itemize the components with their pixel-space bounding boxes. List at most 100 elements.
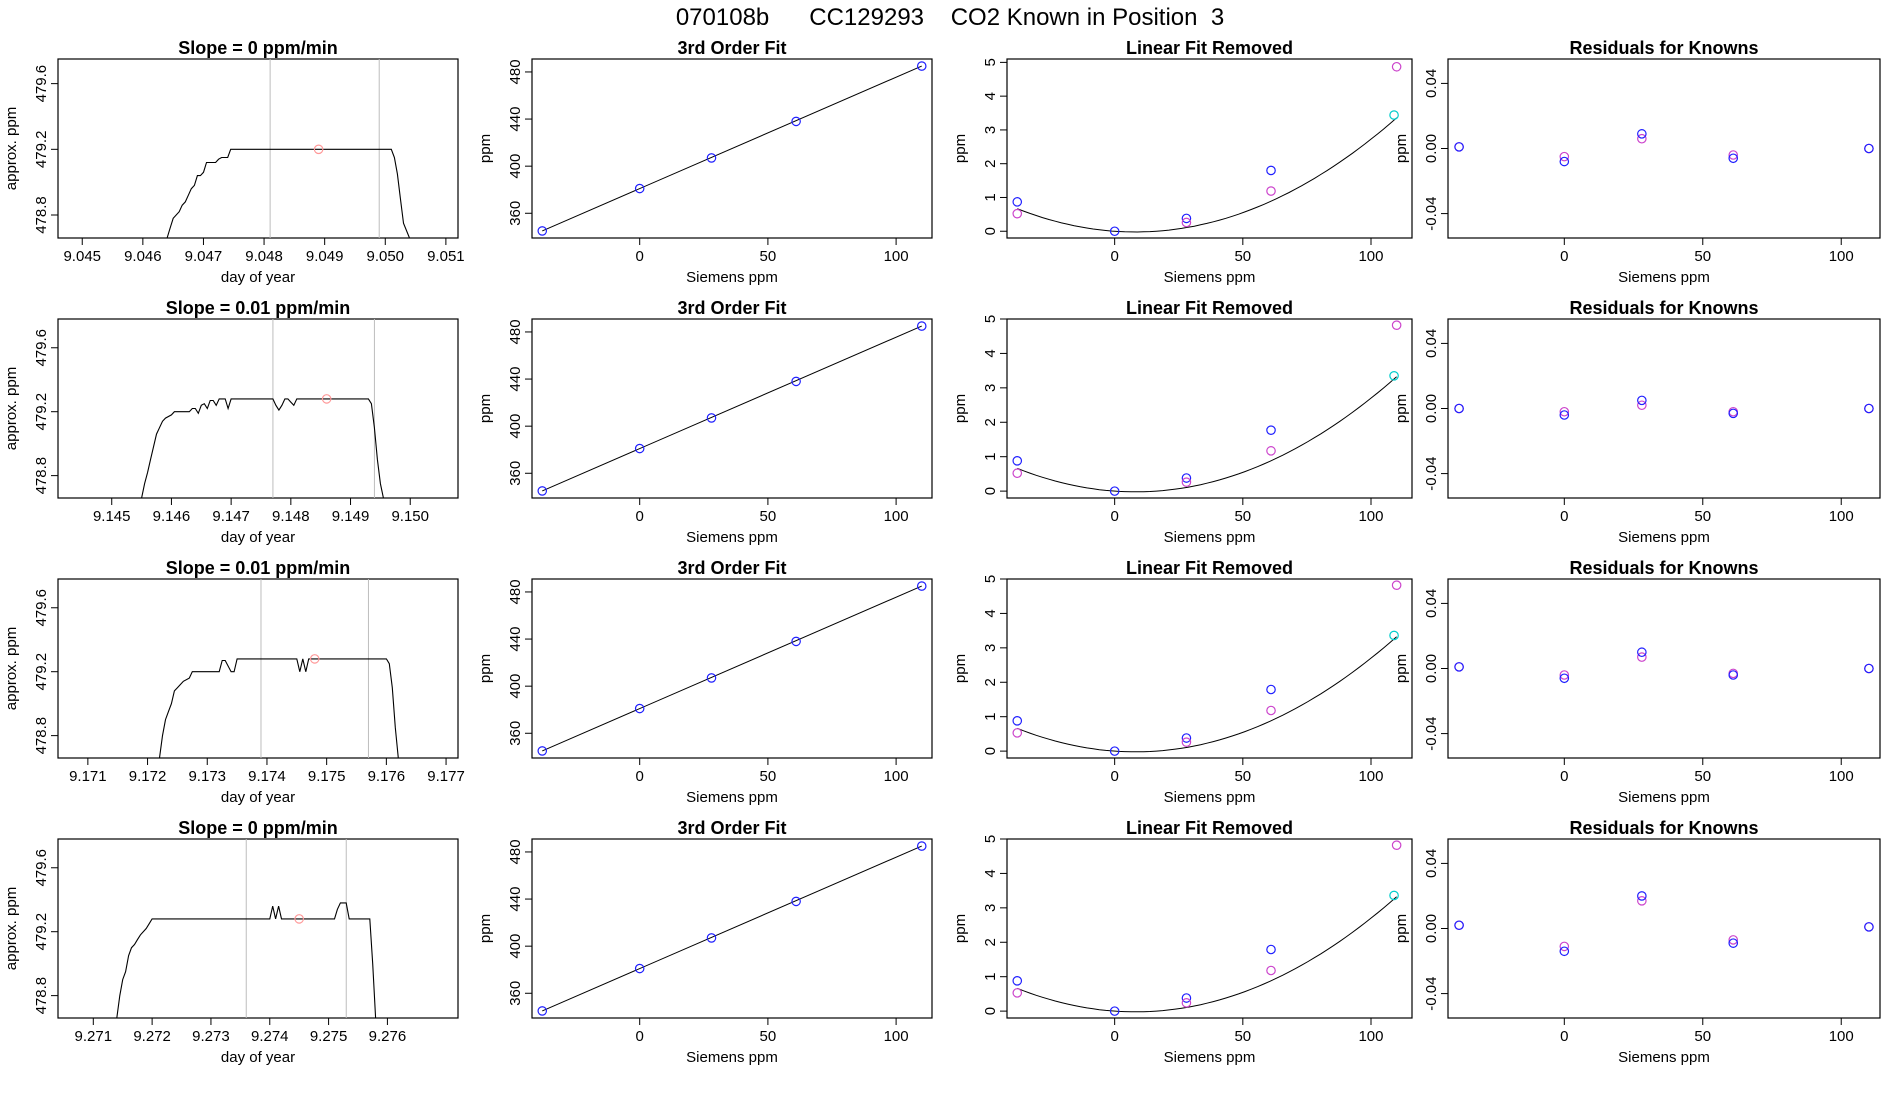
y-axis-label: approx. ppm xyxy=(3,627,20,710)
x-tick-label: 9.148 xyxy=(272,508,310,525)
data-point xyxy=(916,321,927,331)
x-tick-label: 0 xyxy=(1560,1028,1568,1045)
data-point xyxy=(1181,477,1192,487)
panel-1-2: Linear Fit Removed 0 50 100 Siemens ppm 0 1 2 3 4… xyxy=(952,298,1413,546)
data-point xyxy=(294,914,304,924)
data-point xyxy=(1266,705,1276,716)
y-axis-label: ppm xyxy=(1393,654,1410,683)
plot-frame xyxy=(57,838,459,1019)
y-tick-label: 479.6 xyxy=(33,65,50,103)
data-point xyxy=(1109,486,1120,496)
x-axis: 0 50 100 xyxy=(1560,1018,1854,1045)
y-tick-label: 480 xyxy=(507,839,524,864)
fit-curve xyxy=(1017,636,1397,753)
y-axis-label: approx. ppm xyxy=(3,367,20,450)
data-point xyxy=(1181,213,1192,224)
data-point xyxy=(309,654,320,664)
x-tick-label: 50 xyxy=(1234,768,1251,785)
y-tick-label: 478.8 xyxy=(33,717,50,755)
x-tick-label: 9.273 xyxy=(192,1028,230,1045)
data-point xyxy=(634,963,645,974)
y-tick-label: 2 xyxy=(982,160,999,168)
y-tick-label: 0 xyxy=(982,1007,999,1015)
x-axis: 0 50 100 xyxy=(1110,498,1384,525)
y-tick-label: 3 xyxy=(982,126,999,134)
y-tick-label: -0.04 xyxy=(1423,976,1440,1010)
y-axis-label: approx. ppm xyxy=(3,107,20,190)
y-tick-label: 440 xyxy=(507,627,524,652)
y-tick-label: 3 xyxy=(982,644,999,652)
panel-2-0: Slope = 0.01 ppm/min 9.171 9.172 9.173 9.174… xyxy=(3,558,465,806)
y-tick-label: 400 xyxy=(507,934,524,959)
x-axis-label: Siemens ppm xyxy=(1164,269,1256,286)
x-tick-label: 9.275 xyxy=(310,1028,348,1045)
y-tick-label: 4 xyxy=(982,92,999,100)
data-point xyxy=(1559,151,1570,162)
panel-title: Slope = 0 ppm/min xyxy=(178,38,338,58)
x-axis-label: day of year xyxy=(221,1049,295,1066)
x-tick-label: 9.145 xyxy=(93,508,131,525)
data-point xyxy=(1559,410,1570,420)
fit-curve xyxy=(1017,117,1397,233)
data-point xyxy=(1389,110,1399,120)
y-tick-label: 0.00 xyxy=(1423,134,1440,163)
x-axis: 9.045 9.046 9.047 9.048 9.049 9.050 9.051 xyxy=(63,238,465,265)
plot-frame xyxy=(531,578,933,759)
y-tick-label: 479.6 xyxy=(33,849,50,887)
y-tick-label: 479.6 xyxy=(33,589,50,627)
x-tick-label: 9.050 xyxy=(366,248,404,265)
data-point xyxy=(537,226,548,236)
plot-area xyxy=(1012,61,1402,237)
y-tick-label: 0.04 xyxy=(1423,329,1440,358)
x-axis: 0 50 100 xyxy=(636,238,909,265)
x-axis: 9.145 9.146 9.147 9.148 9.149 9.150 xyxy=(93,498,429,525)
y-axis: 478.8 479.2 479.6 xyxy=(33,849,58,1014)
x-axis: 0 50 100 xyxy=(1110,758,1384,785)
x-tick-label: 100 xyxy=(1358,1028,1383,1045)
data-point xyxy=(1559,670,1570,680)
x-tick-label: 9.271 xyxy=(75,1028,113,1045)
data-point xyxy=(1012,208,1023,219)
data-point xyxy=(1728,670,1739,680)
data-point xyxy=(1728,935,1739,945)
y-tick-label: 1 xyxy=(982,973,999,981)
data-point xyxy=(1559,406,1570,417)
panel-2-3: Residuals for Knowns 0 50 100 Siemens ppm -0.… xyxy=(1393,558,1881,806)
y-axis: 360 400 440 480 xyxy=(507,319,532,486)
panel-title: 3rd Order Fit xyxy=(677,298,786,318)
y-tick-label: 4 xyxy=(982,609,999,617)
data-point xyxy=(634,183,645,194)
panel-title: 3rd Order Fit xyxy=(677,38,786,58)
x-axis-label: Siemens ppm xyxy=(686,789,778,806)
y-axis: 0 1 2 3 4 5 xyxy=(982,575,1007,755)
y-axis-label: ppm xyxy=(1393,914,1410,943)
x-tick-label: 100 xyxy=(1829,1028,1854,1045)
x-tick-label: 0 xyxy=(1560,768,1568,785)
data-point xyxy=(1389,630,1399,641)
y-axis: -0.04 0.00 0.04 xyxy=(1423,589,1448,751)
plot-area xyxy=(141,319,384,498)
panel-title: Residuals for Knowns xyxy=(1569,38,1758,58)
data-point xyxy=(1728,153,1739,164)
panel-3-3: Residuals for Knowns 0 50 100 Siemens ppm -0.… xyxy=(1393,818,1881,1066)
x-tick-label: 9.149 xyxy=(332,508,370,525)
y-axis: -0.04 0.00 0.04 xyxy=(1423,849,1448,1011)
data-point xyxy=(706,673,717,683)
data-point xyxy=(1181,473,1192,483)
data-point xyxy=(537,1006,548,1016)
plot-frame xyxy=(57,318,459,499)
data-point xyxy=(1266,165,1276,176)
x-tick-label: 50 xyxy=(1694,248,1711,265)
x-axis: 0 50 100 xyxy=(636,758,909,785)
plot-area xyxy=(1012,580,1402,756)
panel-1-1: 3rd Order Fit 0 50 100 Siemens ppm 360 400 440 4… xyxy=(477,298,933,546)
y-axis: 360 400 440 480 xyxy=(507,59,532,226)
x-axis: 0 50 100 xyxy=(1110,1018,1384,1045)
x-tick-label: 9.274 xyxy=(251,1028,289,1045)
figure-title: 070108b CC129293 CO2 Known in Position 3 xyxy=(676,4,1224,31)
x-tick-label: 100 xyxy=(1358,508,1383,525)
y-tick-label: 478.8 xyxy=(33,196,50,234)
x-tick-label: 9.171 xyxy=(69,768,107,785)
y-axis: -0.04 0.00 0.04 xyxy=(1423,329,1448,491)
x-tick-label: 50 xyxy=(1234,1028,1251,1045)
